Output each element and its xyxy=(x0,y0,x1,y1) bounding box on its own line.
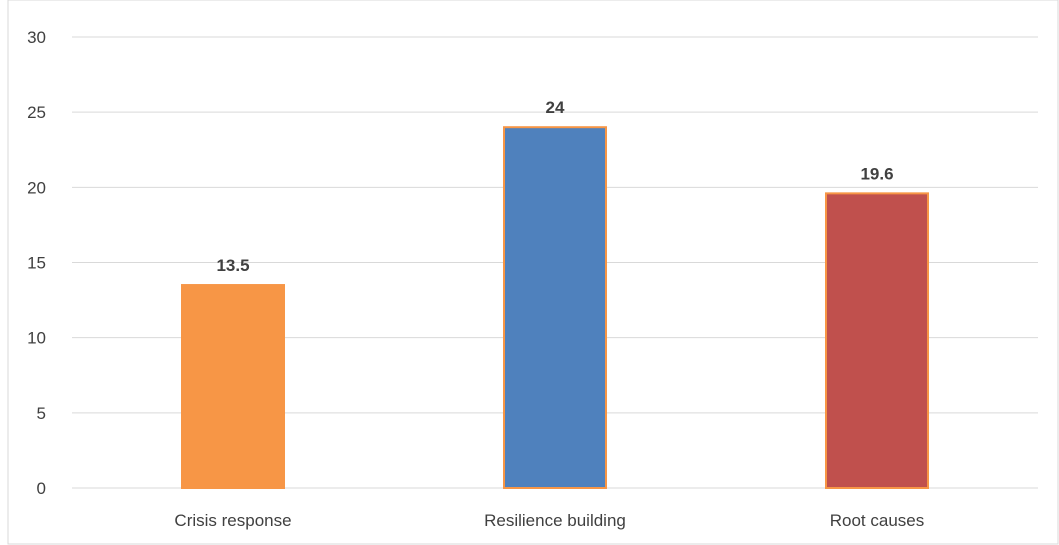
x-category-label: Crisis response xyxy=(174,511,291,530)
y-tick-label: 10 xyxy=(27,329,46,348)
data-labels: 13.5 24 19.6 xyxy=(216,98,893,275)
bars xyxy=(181,126,929,489)
y-tick-label: 0 xyxy=(37,479,46,498)
y-axis-tick-labels: 0 5 10 15 20 25 30 xyxy=(27,28,46,498)
bar-crisis-response xyxy=(181,284,285,489)
y-tick-label: 20 xyxy=(27,178,46,197)
bar-root-causes xyxy=(825,192,929,489)
y-tick-label: 25 xyxy=(27,103,46,122)
data-label: 13.5 xyxy=(216,256,249,275)
data-label: 24 xyxy=(546,98,565,117)
data-label: 19.6 xyxy=(860,164,893,183)
bar-resilience-building xyxy=(503,126,607,489)
x-category-label: Resilience building xyxy=(484,511,626,530)
x-category-label: Root causes xyxy=(830,511,925,530)
chart-border xyxy=(7,0,1059,545)
y-tick-label: 30 xyxy=(27,28,46,47)
y-tick-label: 5 xyxy=(37,404,46,423)
y-tick-label: 15 xyxy=(27,254,46,273)
x-axis-category-labels: Crisis response Resilience building Root c… xyxy=(174,511,924,530)
